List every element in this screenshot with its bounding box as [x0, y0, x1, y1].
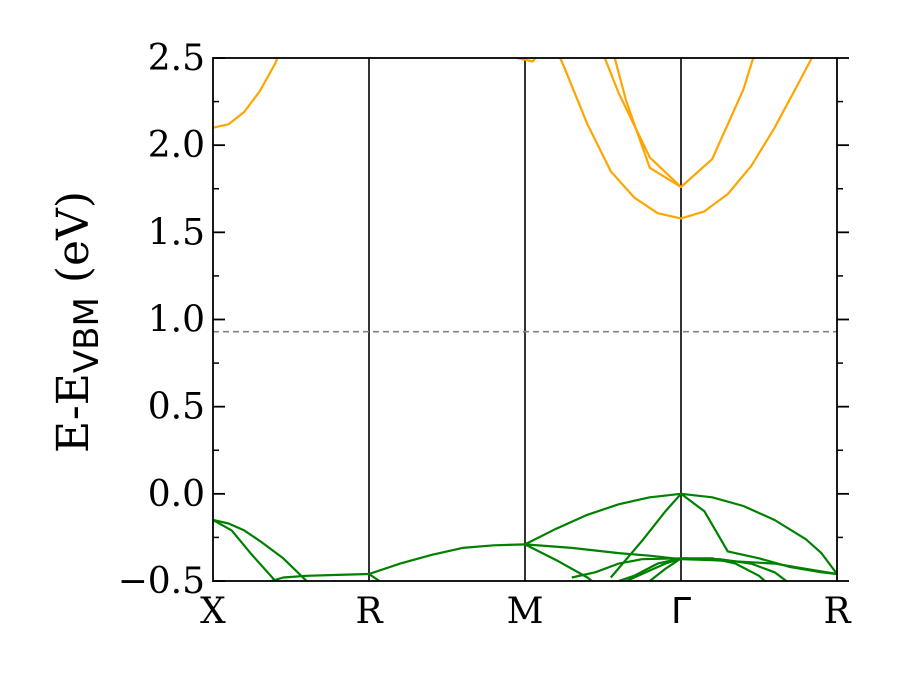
valence-band: [615, 557, 682, 581]
valence-band: [649, 557, 682, 581]
y-axis-label-main: E-E: [48, 373, 99, 453]
conduction-band: [603, 58, 755, 189]
y-tick-label: 0.0: [148, 474, 205, 515]
conduction-band: [558, 58, 813, 220]
valence-band: [609, 493, 682, 579]
axis-ticks: X R M Γ R −0.5 0.0 0.5 1.0 1.5 2.0 2.5: [118, 38, 852, 632]
y-tick-label: 1.0: [148, 300, 205, 341]
valence-band: [524, 492, 837, 575]
y-tick-label: 0.5: [148, 387, 205, 428]
x-tick-label: R: [355, 591, 383, 632]
bands: [213, 58, 837, 581]
valence-band: [213, 518, 308, 581]
y-tick-label: 2.0: [148, 125, 205, 166]
valence-band: [524, 543, 594, 581]
y-axis-label: E-EVBM (eV): [48, 191, 107, 453]
y-tick-label: 2.5: [148, 38, 205, 79]
y-tick-label: 1.5: [148, 212, 205, 253]
valence-band: [368, 543, 526, 576]
valence-band: [368, 573, 382, 581]
conduction-band: [613, 58, 682, 188]
x-tick-label: Γ: [671, 591, 691, 632]
y-axis-label-unit: (eV): [48, 191, 99, 283]
valence-band: [267, 572, 370, 581]
valence-band: [213, 519, 277, 581]
svg-text:E-EVBM(eV): E-EVBM (eV): [48, 191, 107, 453]
conduction-band: [515, 58, 537, 63]
y-tick-label: −0.5: [118, 561, 205, 602]
x-tick-label: R: [823, 591, 851, 632]
y-axis-label-subscript: VBM: [67, 297, 107, 373]
conduction-band: [213, 58, 279, 129]
valence-band: [680, 492, 837, 576]
x-tick-label: M: [507, 591, 544, 632]
kpoint-lines: [368, 58, 682, 581]
x-tick-label: X: [200, 591, 226, 632]
